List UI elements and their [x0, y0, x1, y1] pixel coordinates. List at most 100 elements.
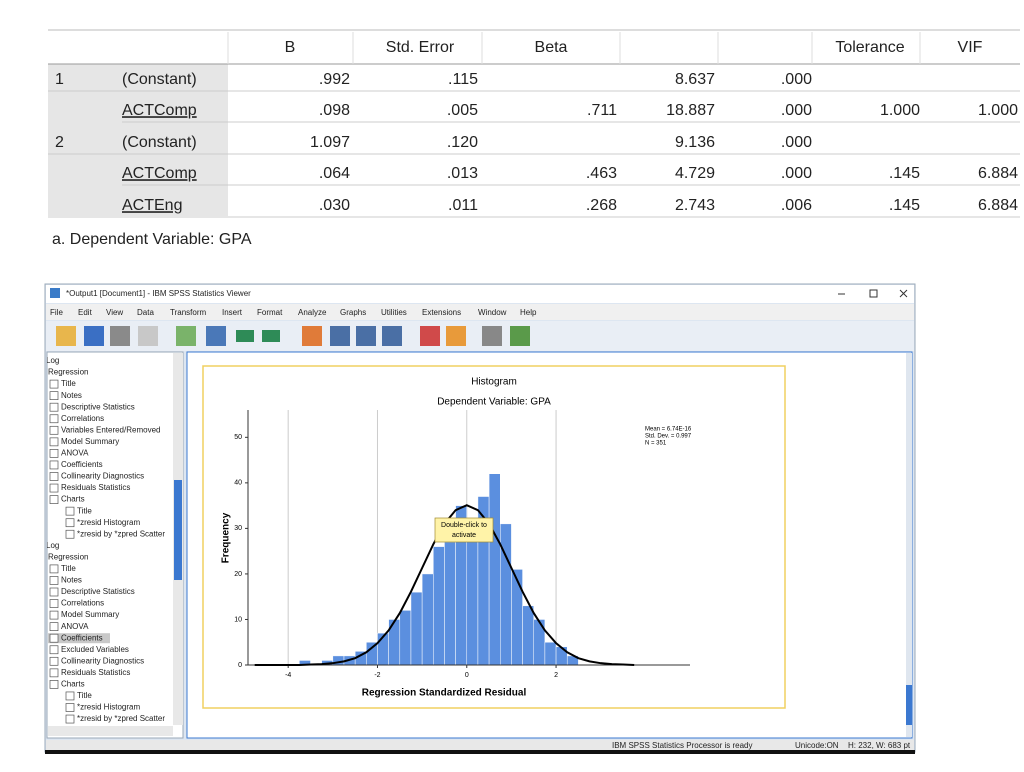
- tree-item[interactable]: Residuals Statistics: [61, 668, 130, 677]
- redo-icon[interactable]: [262, 330, 280, 342]
- table-icon[interactable]: [382, 326, 402, 346]
- menu-item[interactable]: Data: [137, 308, 154, 317]
- tree-item[interactable]: Charts: [61, 680, 85, 689]
- menu-item[interactable]: Format: [257, 308, 283, 317]
- menu-item[interactable]: Extensions: [422, 308, 461, 317]
- tree-item[interactable]: Log: [46, 356, 59, 365]
- tree-item[interactable]: *zresid Histogram: [77, 518, 140, 527]
- tree-item[interactable]: Descriptive Statistics: [61, 402, 135, 411]
- tree-item[interactable]: Title: [61, 379, 76, 388]
- menu-item[interactable]: Transform: [170, 308, 206, 317]
- goto-icon[interactable]: [302, 326, 322, 346]
- content-scroll-thumb[interactable]: [906, 685, 912, 725]
- bar: [421, 573, 434, 666]
- tree-item[interactable]: Coefficients: [61, 633, 103, 642]
- tree-item[interactable]: Notes: [61, 576, 82, 585]
- tree-icon: [65, 518, 75, 528]
- status-text: Unicode:ON: [795, 741, 839, 750]
- bar: [488, 473, 501, 666]
- tree-item[interactable]: Excluded Variables: [61, 645, 129, 654]
- cell-value: 1.097: [310, 134, 350, 151]
- tree-item[interactable]: Log: [46, 541, 59, 550]
- tree-item[interactable]: Model Summary: [61, 437, 119, 446]
- tooltip-text: activate: [452, 532, 476, 539]
- tree-item[interactable]: Title: [77, 691, 92, 700]
- tree-item[interactable]: Title: [61, 564, 76, 573]
- open-icon[interactable]: [56, 326, 76, 346]
- tree-scroll-thumb[interactable]: [174, 480, 182, 580]
- save-icon[interactable]: [84, 326, 104, 346]
- tree-item[interactable]: Regression: [48, 552, 88, 561]
- tree-item[interactable]: Notes: [61, 391, 82, 400]
- tree-item[interactable]: Coefficients: [61, 460, 103, 469]
- tree-item[interactable]: ANOVA: [61, 449, 89, 458]
- preview-icon[interactable]: [138, 326, 158, 346]
- tree-item[interactable]: *zresid Histogram: [77, 703, 140, 712]
- maximize[interactable]: [869, 289, 878, 298]
- tree-icon: [49, 449, 59, 458]
- variables-icon[interactable]: [330, 326, 350, 346]
- y-tick-label: 0: [238, 662, 242, 669]
- bar: [444, 541, 456, 666]
- tree-item[interactable]: *zresid by *zpred Scatter: [77, 714, 165, 723]
- cell-value: 6.884: [978, 197, 1018, 214]
- tree-item[interactable]: *zresid by *zpred Scatter: [77, 529, 165, 538]
- insert-icon[interactable]: [356, 326, 376, 346]
- tree-icon: [49, 472, 59, 481]
- cell-value: .120: [447, 134, 478, 151]
- undo-icon[interactable]: [236, 330, 254, 342]
- tree-icon: [65, 506, 75, 516]
- menu-item[interactable]: Utilities: [381, 308, 407, 317]
- bar: [511, 569, 523, 666]
- bar: [544, 641, 557, 666]
- menu-item[interactable]: Insert: [222, 308, 243, 317]
- tree-item[interactable]: Correlations: [61, 599, 104, 608]
- tree-icon: [49, 564, 59, 574]
- cell-value: 9.136: [675, 134, 715, 151]
- tree-item[interactable]: Correlations: [61, 414, 104, 423]
- tree-item[interactable]: Descriptive Statistics: [61, 587, 135, 596]
- column-header: Std. Error: [386, 39, 455, 56]
- recall-icon[interactable]: [206, 326, 226, 346]
- tree-item[interactable]: ANOVA: [61, 622, 89, 631]
- menu-item[interactable]: Window: [478, 308, 507, 317]
- designate-icon[interactable]: [510, 326, 530, 346]
- export-icon[interactable]: [176, 326, 196, 346]
- syntax-icon[interactable]: [446, 326, 466, 346]
- tree-item[interactable]: Residuals Statistics: [61, 483, 130, 492]
- tree-item[interactable]: Collinearity Diagnostics: [61, 656, 144, 665]
- y-tick-label: 50: [234, 434, 242, 441]
- selected-item: [48, 633, 110, 644]
- tree-item[interactable]: Variables Entered/Removed: [61, 425, 160, 434]
- tree-item[interactable]: Collinearity Diagnostics: [61, 472, 144, 481]
- print-icon[interactable]: [110, 326, 130, 346]
- menu-item[interactable]: Help: [520, 308, 537, 317]
- bar: [555, 646, 568, 666]
- cell-value: .064: [319, 165, 350, 182]
- cell-value: .145: [889, 197, 920, 214]
- tree-icon: [49, 633, 59, 643]
- tree-item[interactable]: Regression: [48, 368, 88, 377]
- tree-item[interactable]: Model Summary: [61, 610, 119, 619]
- menu-item[interactable]: File: [50, 308, 63, 317]
- tree-item[interactable]: Title: [77, 506, 92, 515]
- menu-item[interactable]: View: [106, 308, 123, 317]
- script-icon[interactable]: [420, 326, 440, 346]
- variable-name: ACTEng: [122, 197, 182, 214]
- tree-icon: [49, 437, 59, 447]
- menu-item[interactable]: Analyze: [298, 308, 327, 317]
- cell-value: .000: [781, 165, 812, 182]
- variable-name: (Constant): [122, 71, 197, 88]
- tree-icon: [49, 576, 59, 585]
- cell-value: .000: [781, 71, 812, 88]
- tree-hscroll[interactable]: [48, 726, 173, 736]
- cell-value: .115: [448, 71, 478, 88]
- cell-value: 6.884: [978, 165, 1018, 182]
- menu-item[interactable]: Edit: [78, 308, 93, 317]
- tree-item[interactable]: Charts: [61, 495, 85, 504]
- cell-value: 8.637: [675, 71, 715, 88]
- menu-item[interactable]: Graphs: [340, 308, 366, 317]
- close[interactable]: [899, 289, 908, 298]
- content-scrollbar[interactable]: [906, 353, 912, 737]
